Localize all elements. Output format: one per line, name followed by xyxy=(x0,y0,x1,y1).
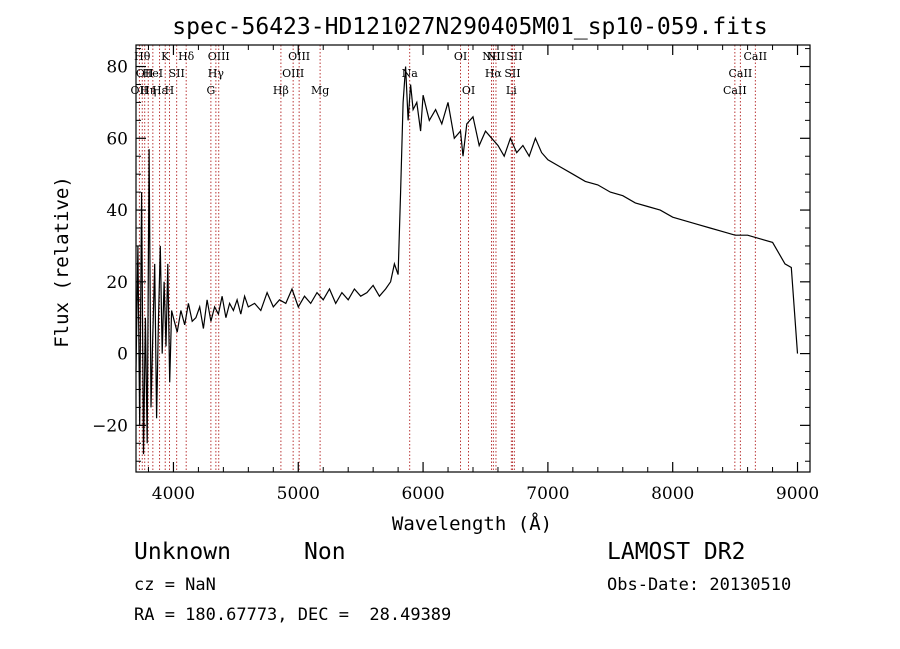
y-tick-label-3: 40 xyxy=(106,201,128,221)
x-tick-label-0: 4000 xyxy=(152,484,195,504)
line-marker-label-9: Hδ xyxy=(178,50,195,63)
y-tick-label-4: 60 xyxy=(106,129,128,149)
spectral-line-labels: OIIHθOIIHηHeIHεKHSIIHδGHγOIIIHβOIIIOIIIM… xyxy=(131,50,768,97)
line-marker-label-4: HeI xyxy=(143,67,163,80)
coordinates: RA = 180.67773, DEC = 28.49389 xyxy=(134,605,451,625)
line-marker-label-17: Na xyxy=(402,67,419,80)
line-marker-label-24: SII xyxy=(504,67,520,80)
line-marker-label-10: G xyxy=(206,84,215,97)
x-axis-ticks: 4000 5000 6000 7000 8000 9000 xyxy=(147,45,819,504)
line-marker-label-25: SII xyxy=(506,50,522,63)
y-tick-label-1: 0 xyxy=(117,345,128,365)
line-marker-label-13: Hβ xyxy=(273,84,289,97)
redshift-readout: cz = NaN xyxy=(134,575,216,595)
obs-date: Obs-Date: 20130510 xyxy=(607,575,791,595)
line-marker-label-1: Hθ xyxy=(134,50,151,63)
line-marker-label-22: NII xyxy=(487,50,505,63)
spectral-line-markers xyxy=(138,45,756,472)
object-class: Unknown xyxy=(134,539,231,565)
survey-label: LAMOST DR2 xyxy=(607,539,745,565)
x-tick-label-4: 8000 xyxy=(651,484,694,504)
line-marker-label-28: CaII xyxy=(743,50,767,63)
y-axis-label: Flux (relative) xyxy=(51,176,73,348)
line-marker-label-8: SII xyxy=(169,67,185,80)
line-marker-label-6: K xyxy=(161,50,170,63)
chart-title: spec-56423-HD121027N290405M01_sp10-059.f… xyxy=(172,14,767,40)
x-tick-label-2: 6000 xyxy=(401,484,444,504)
plot-frame xyxy=(135,44,811,473)
line-marker-label-18: OI xyxy=(454,50,467,63)
line-marker-label-12: OIII xyxy=(208,50,230,63)
line-marker-label-19: OI xyxy=(462,84,475,97)
line-marker-label-15: OIII xyxy=(288,50,310,63)
spectrum-line xyxy=(135,66,799,455)
line-marker-label-2: OII xyxy=(136,67,154,80)
x-axis-label: Wavelength (Å) xyxy=(392,512,552,535)
line-marker-label-27: CaII xyxy=(729,67,753,80)
line-marker-label-23: Li xyxy=(506,84,517,97)
object-subclass: Non xyxy=(304,539,346,565)
x-tick-label-3: 7000 xyxy=(526,484,569,504)
line-marker-label-5: Hε xyxy=(152,84,168,97)
y-tick-label-5: 80 xyxy=(106,58,128,78)
line-marker-label-11: Hγ xyxy=(208,67,225,80)
y-tick-label-2: 20 xyxy=(106,273,128,293)
y-tick-label-0: −20 xyxy=(92,416,128,436)
line-marker-label-26: CaII xyxy=(723,84,747,97)
line-marker-label-21: Hα xyxy=(485,67,503,80)
line-marker-label-14: OIII xyxy=(282,67,304,80)
line-marker-label-7: H xyxy=(165,84,175,97)
line-marker-label-3: Hη xyxy=(140,84,156,97)
x-tick-label-5: 9000 xyxy=(776,484,819,504)
y-axis-ticks: −20 0 20 40 60 80 xyxy=(92,48,810,462)
x-tick-label-1: 5000 xyxy=(277,484,320,504)
line-marker-label-20: NII xyxy=(482,50,500,63)
line-marker-label-16: Mg xyxy=(311,84,329,97)
line-marker-label-0: OII xyxy=(131,84,149,97)
